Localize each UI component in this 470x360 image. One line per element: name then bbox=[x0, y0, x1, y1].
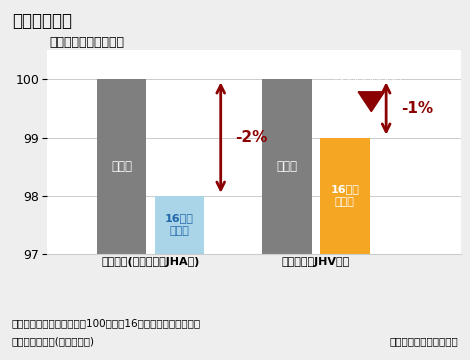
Text: 真空保温（JHV型）: 真空保温（JHV型） bbox=[282, 257, 350, 267]
Text: 保温前: 保温前 bbox=[111, 160, 132, 173]
Bar bbox=[262, 80, 312, 254]
Bar bbox=[155, 196, 204, 254]
Text: -1%: -1% bbox=[400, 101, 433, 116]
Text: 水分量を比較。(自社測定法): 水分量を比較。(自社測定法) bbox=[12, 337, 95, 347]
Text: （グラフはイメージ図）: （グラフはイメージ図） bbox=[390, 337, 458, 347]
Text: 16時間
保温後: 16時間 保温後 bbox=[330, 184, 359, 207]
Bar bbox=[320, 138, 369, 254]
Text: 水分率の変化: 水分率の変化 bbox=[12, 12, 72, 30]
Text: 保温前: 保温前 bbox=[276, 160, 298, 173]
Text: 16時間
保温後: 16時間 保温後 bbox=[165, 213, 194, 237]
Text: 通常保温(当社従来品JHA型): 通常保温(当社従来品JHA型) bbox=[101, 257, 200, 267]
Text: 水分の減少率が
約半分に抑えられる: 水分の減少率が 約半分に抑えられる bbox=[334, 52, 401, 83]
Bar bbox=[97, 80, 146, 254]
Text: -2%: -2% bbox=[235, 130, 267, 145]
Text: 保温前のごはんの水分量を100とし、16時間保温後のごはんの: 保温前のごはんの水分量を100とし、16時間保温後のごはんの bbox=[12, 319, 201, 329]
Text: 〈水分量の変化比較〉: 〈水分量の変化比較〉 bbox=[49, 36, 125, 49]
